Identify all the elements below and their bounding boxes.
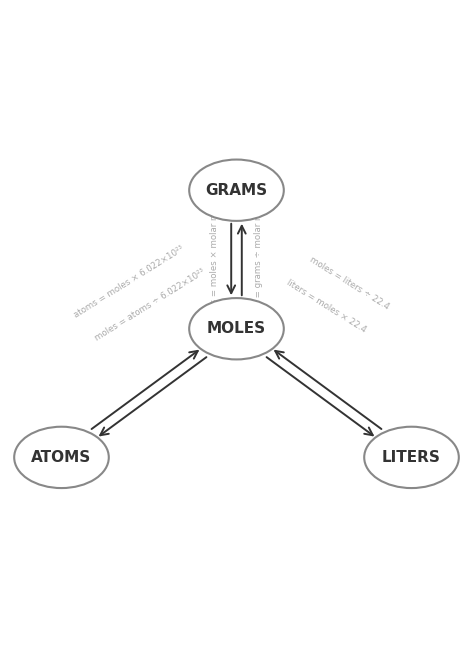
Text: LITERS: LITERS	[382, 450, 441, 465]
Text: atoms = moles × 6.022×10²³: atoms = moles × 6.022×10²³	[72, 244, 185, 320]
Text: MOLE CONVERSION FORMULAS: MOLE CONVERSION FORMULAS	[30, 29, 443, 53]
Text: moles = atoms ÷ 6.022×10²³: moles = atoms ÷ 6.022×10²³	[94, 268, 207, 342]
Ellipse shape	[364, 426, 459, 488]
Text: www.inchcalculator.com: www.inchcalculator.com	[166, 628, 307, 641]
Text: moles = liters ÷ 22.4: moles = liters ÷ 22.4	[307, 255, 391, 311]
Text: MOLES: MOLES	[207, 321, 266, 337]
Text: liters = moles × 22.4: liters = moles × 22.4	[285, 278, 368, 335]
Text: grams = moles × molar mass: grams = moles × molar mass	[210, 198, 219, 326]
Ellipse shape	[189, 298, 284, 359]
Text: moles = grams ÷ molar mass: moles = grams ÷ molar mass	[254, 198, 263, 326]
Text: GRAMS: GRAMS	[205, 183, 268, 198]
Ellipse shape	[14, 426, 109, 488]
Ellipse shape	[189, 159, 284, 221]
Text: ATOMS: ATOMS	[31, 450, 92, 465]
